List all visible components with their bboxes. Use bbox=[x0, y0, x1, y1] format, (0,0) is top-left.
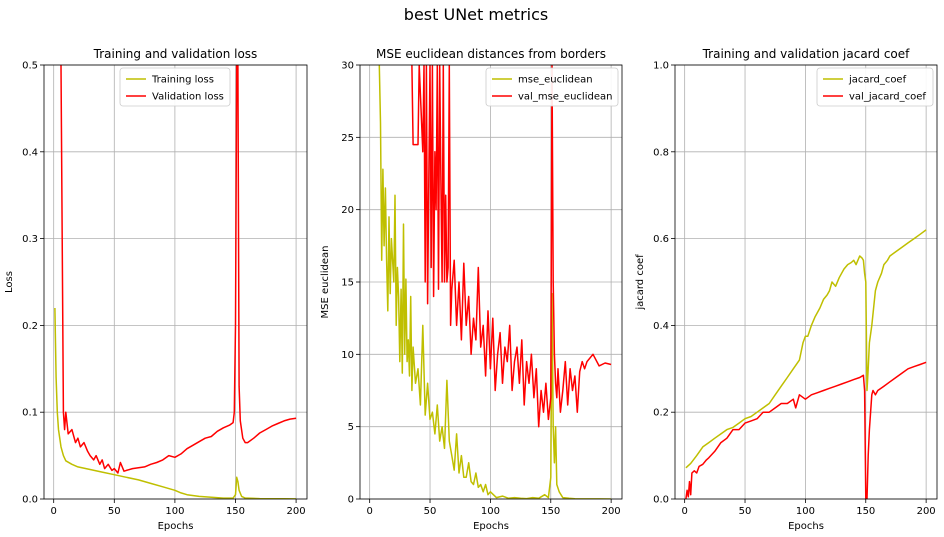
series-line-validation bbox=[60, 65, 297, 474]
x-tick-label: 150 bbox=[856, 506, 875, 517]
x-tick-label: 200 bbox=[917, 506, 936, 517]
y-tick-label: 0.1 bbox=[22, 408, 38, 419]
series-line-training bbox=[685, 229, 927, 469]
y-tick-label: 10 bbox=[341, 350, 354, 361]
y-tick-label: 0.0 bbox=[22, 495, 38, 506]
axes-frame bbox=[43, 64, 308, 500]
series-line-validation bbox=[685, 361, 927, 499]
y-tick-label: 30 bbox=[341, 61, 354, 72]
legend-entry: Validation loss bbox=[152, 92, 224, 103]
legend-entry: Training loss bbox=[151, 75, 214, 86]
y-tick-label: 0.5 bbox=[22, 61, 38, 72]
x-axis-label: Epochs bbox=[473, 521, 509, 532]
x-tick-label: 0 bbox=[366, 506, 372, 517]
x-tick-label: 200 bbox=[602, 506, 621, 517]
axes-frame bbox=[674, 64, 938, 500]
legend-entry: val_mse_euclidean bbox=[518, 92, 612, 103]
y-axis-label: Loss bbox=[4, 271, 15, 293]
x-tick-label: 100 bbox=[796, 506, 815, 517]
legend: jacard_coef val_jacard_coef bbox=[816, 67, 934, 107]
legend: mse_euclidean val_mse_euclidean bbox=[485, 67, 619, 107]
y-tick-label: 0.4 bbox=[22, 147, 38, 158]
y-tick-label: 0.2 bbox=[22, 321, 38, 332]
x-tick-label: 0 bbox=[51, 506, 57, 517]
x-tick-label: 100 bbox=[165, 506, 184, 517]
series-line-validation bbox=[411, 65, 612, 428]
panel-2: 0 50 100 150 200 0 5 10 15 20 25 30 MSE euclidean di… bbox=[320, 47, 623, 532]
panel-title: Training and validation jacard coef bbox=[702, 47, 911, 61]
y-tick-label: 20 bbox=[341, 205, 354, 216]
y-tick-label: 5 bbox=[348, 422, 354, 433]
x-tick-label: 0 bbox=[681, 506, 687, 517]
y-tick-label: 0.2 bbox=[653, 408, 669, 419]
y-tick-label: 0.8 bbox=[653, 147, 669, 158]
x-axis-label: Epochs bbox=[158, 521, 194, 532]
y-tick-label: 0.3 bbox=[22, 234, 38, 245]
y-axis-label: MSE euclidean bbox=[320, 246, 331, 319]
series-line-training bbox=[378, 65, 612, 499]
panel-3: 0 50 100 150 200 0.0 0.2 0.4 0.6 0.8 1.0 Training a… bbox=[635, 47, 938, 532]
panel-1: 0 50 100 150 200 0.0 0.1 0.2 0.3 0.4 0.5 Training a… bbox=[4, 47, 308, 532]
legend-entry: val_jacard_coef bbox=[849, 92, 926, 103]
panel-title: MSE euclidean distances from borders bbox=[376, 47, 606, 61]
x-tick-label: 50 bbox=[424, 506, 437, 517]
legend-entry: mse_euclidean bbox=[518, 75, 593, 86]
x-axis-label: Epochs bbox=[788, 521, 824, 532]
x-tick-label: 100 bbox=[481, 506, 500, 517]
y-tick-label: 0 bbox=[348, 495, 354, 506]
legend-entry: jacard_coef bbox=[848, 75, 907, 86]
y-tick-label: 15 bbox=[341, 278, 354, 289]
x-tick-label: 50 bbox=[739, 506, 752, 517]
y-axis-label: jacard coef bbox=[635, 254, 646, 311]
y-tick-label: 0.4 bbox=[653, 321, 669, 332]
legend-box bbox=[119, 67, 231, 107]
series-line-training bbox=[54, 307, 297, 499]
figure-suptitle: best UNet metrics bbox=[404, 5, 548, 24]
y-tick-label: 25 bbox=[341, 133, 354, 144]
legend-box bbox=[485, 67, 619, 107]
x-tick-label: 150 bbox=[226, 506, 245, 517]
x-tick-label: 150 bbox=[541, 506, 560, 517]
y-tick-label: 1.0 bbox=[653, 61, 669, 72]
panel-title: Training and validation loss bbox=[93, 47, 258, 61]
x-tick-label: 200 bbox=[287, 506, 306, 517]
y-tick-label: 0.6 bbox=[653, 234, 669, 245]
x-tick-label: 50 bbox=[108, 506, 121, 517]
legend-box bbox=[816, 67, 934, 107]
legend: Training loss Validation loss bbox=[119, 67, 231, 107]
y-tick-label: 0.0 bbox=[653, 495, 669, 506]
